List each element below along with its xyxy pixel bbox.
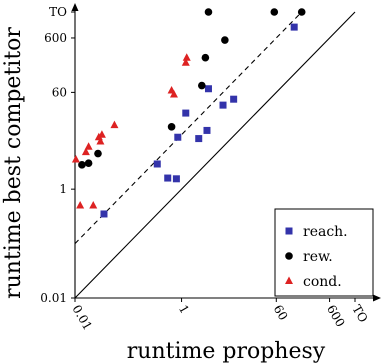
circle-point bbox=[270, 8, 279, 16]
x-axis-title: runtime prophesy bbox=[127, 339, 326, 364]
dashed-reference-line bbox=[74, 11, 303, 244]
legend-label: rew. bbox=[303, 249, 333, 265]
axes bbox=[71, 3, 381, 302]
y-axis-title: runtime best competitor bbox=[1, 27, 26, 299]
square-point bbox=[153, 160, 161, 168]
x-tick-label: 60 bbox=[271, 303, 291, 323]
y-tick-label: 60 bbox=[52, 85, 67, 99]
square-point bbox=[174, 133, 182, 141]
square-point bbox=[203, 126, 211, 134]
square-point bbox=[164, 174, 172, 182]
circle-point bbox=[94, 149, 102, 158]
triangle-point bbox=[182, 53, 191, 61]
legend-square-marker bbox=[285, 227, 293, 235]
triangle-point bbox=[89, 201, 98, 209]
legend-label: reach. bbox=[303, 224, 348, 240]
legend-triangle-marker bbox=[285, 276, 293, 284]
square-point bbox=[219, 101, 227, 109]
data-marks bbox=[71, 8, 306, 218]
triangle-point bbox=[96, 137, 105, 145]
x-tick-label: 600 bbox=[324, 303, 348, 330]
square-point bbox=[172, 175, 180, 183]
square-point bbox=[195, 135, 203, 143]
legend-circle-marker bbox=[285, 252, 293, 260]
triangle-point bbox=[76, 201, 85, 209]
triangle-point bbox=[84, 142, 93, 150]
reference-lines bbox=[74, 11, 356, 299]
triangle-point bbox=[71, 155, 80, 163]
y-tick-label: 1 bbox=[59, 182, 67, 196]
circle-point bbox=[201, 53, 210, 62]
triangle-point bbox=[81, 147, 90, 156]
circle-point bbox=[78, 161, 86, 169]
square-point bbox=[204, 85, 212, 93]
square-point bbox=[230, 95, 238, 103]
legend: reach. rew. cond. bbox=[274, 208, 374, 297]
diagonal-reference-line bbox=[74, 11, 356, 299]
x-tick-label: 0.01 bbox=[69, 303, 94, 333]
square-point bbox=[100, 210, 108, 218]
triangle-point bbox=[181, 58, 190, 66]
y-tick-label: 600 bbox=[44, 31, 67, 45]
circle-point bbox=[297, 8, 306, 16]
y-axis-arrow bbox=[71, 3, 79, 11]
circle-point bbox=[84, 159, 93, 167]
triangle-point bbox=[169, 89, 178, 98]
legend-label: cond. bbox=[303, 274, 342, 290]
x-axis-arrow bbox=[373, 294, 381, 302]
circle-point bbox=[167, 122, 176, 131]
circle-point bbox=[198, 81, 206, 90]
square-point bbox=[182, 109, 190, 117]
triangle-point bbox=[110, 120, 119, 129]
circle-point bbox=[221, 36, 229, 44]
square-point bbox=[290, 23, 298, 31]
x-tick-label: 1 bbox=[176, 303, 192, 317]
triangle-point bbox=[97, 130, 106, 138]
y-tick-label: 0.01 bbox=[40, 291, 67, 305]
x-tick-label: TO bbox=[349, 303, 370, 326]
circle-point bbox=[204, 8, 213, 16]
y-tick-label: TO bbox=[49, 5, 67, 19]
